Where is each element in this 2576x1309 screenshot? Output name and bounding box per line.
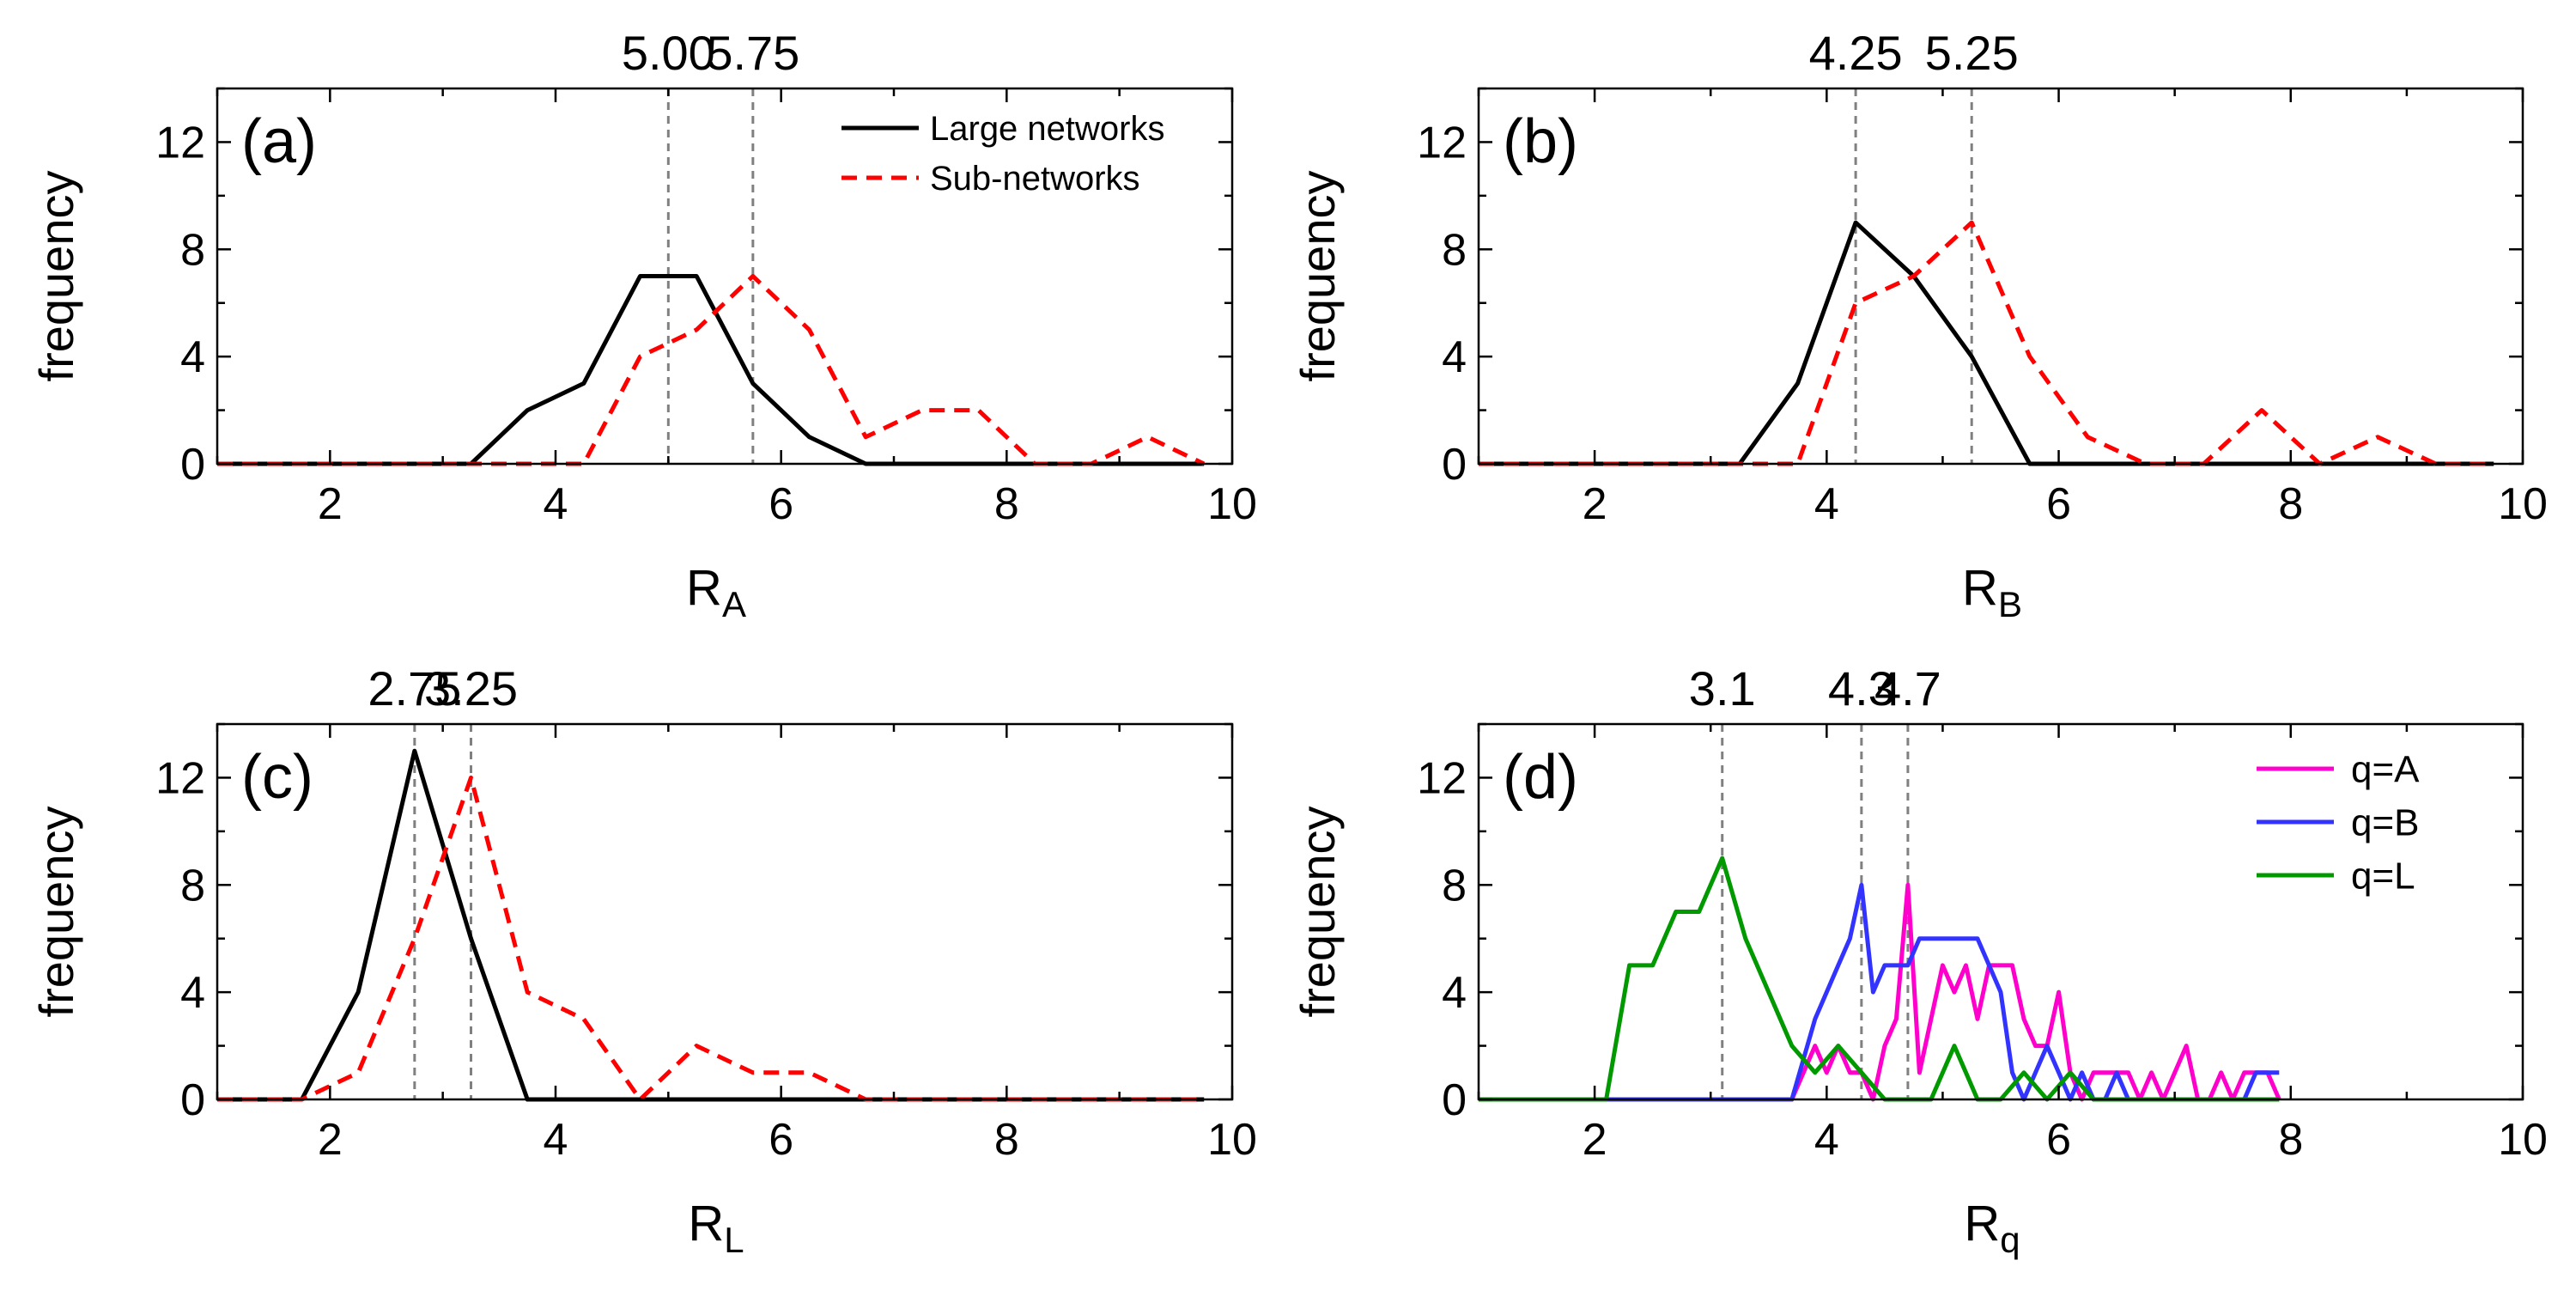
panel-c: 2.753.25 2 4 6 8 10 0 4 8 12 frequency RL (c) (29, 661, 1257, 1260)
y-tick-label-b: 12 (1417, 118, 1467, 167)
x-axis-label-c: RL (688, 1196, 744, 1260)
x-tick-label-c: 8 (994, 1115, 1019, 1165)
series-line-c-large-networks (217, 748, 1205, 1102)
y-tick-label-d: 8 (1442, 861, 1467, 910)
x-tick-label-d: 8 (2278, 1115, 2303, 1165)
reference-line-label-d-1: 4.3 (1828, 661, 1895, 715)
series-line-b-sub-networks (1479, 220, 2494, 466)
x-tick-label-b: 4 (1814, 479, 1839, 529)
x-axis-label-d: Rq (1964, 1196, 2020, 1260)
y-tick-label-b: 8 (1442, 225, 1467, 275)
x-axis-label-a: RA (686, 560, 746, 624)
legend-d: q=A q=B q=L (2257, 748, 2420, 897)
y-tick-label-a: 12 (155, 118, 205, 167)
series-line-b-large-networks (1479, 220, 2494, 466)
panel-label-a: (a) (241, 107, 317, 176)
legend-a: Large networks Sub-networks (841, 110, 1164, 198)
plot-frame-a (216, 87, 1234, 466)
panel-d: 3.1 4.34.7 2 4 6 8 10 0 4 8 12 frequency Rq (d) q=A q=B… (1291, 661, 2548, 1260)
reference-line-label-c-1: 3.25 (424, 661, 518, 715)
x-tick-label-b: 2 (1583, 479, 1607, 529)
plot-frame-b (1477, 87, 2524, 466)
x-tick-label-c: 4 (544, 1115, 568, 1165)
reference-line-label-c-0: 2.75 (368, 661, 461, 715)
x-axis-label-subscript: L (724, 1220, 744, 1260)
x-tick-label-d: 2 (1583, 1115, 1607, 1165)
x-axis-label-subscript: q (2000, 1220, 2020, 1260)
x-tick-label-a: 6 (769, 479, 793, 529)
y-tick-label-b: 0 (1442, 440, 1467, 490)
legend-label-d-2: q=L (2351, 855, 2415, 897)
x-axis-label-main: R (688, 1196, 724, 1251)
y-axis-label-a: frequency (29, 171, 83, 382)
series-line-c-sub-networks (217, 775, 1205, 1102)
y-tick-label-c: 0 (180, 1075, 205, 1125)
y-tick-label-d: 0 (1442, 1075, 1467, 1125)
y-axis-label-c: frequency (29, 807, 83, 1018)
y-tick-label-d: 4 (1442, 968, 1467, 1018)
x-tick-label-c: 10 (1207, 1115, 1257, 1165)
y-tick-label-a: 0 (180, 440, 205, 490)
x-tick-label-a: 2 (318, 479, 343, 529)
x-tick-label-c: 2 (318, 1115, 343, 1165)
x-tick-label-a: 8 (994, 479, 1019, 529)
x-tick-label-b: 8 (2278, 479, 2303, 529)
y-tick-label-c: 8 (180, 861, 205, 910)
x-axis-label-main: R (1964, 1196, 2000, 1251)
series-line-a-large-networks (217, 274, 1205, 466)
reference-line-label-b-0: 4.25 (1809, 26, 1903, 80)
x-tick-label-b: 6 (2046, 479, 2071, 529)
x-tick-label-d: 4 (1814, 1115, 1839, 1165)
y-tick-label-a: 8 (180, 225, 205, 275)
reference-line-label-a-0: 5.00 (622, 26, 715, 80)
y-tick-label-c: 4 (180, 968, 205, 1018)
x-tick-label-b: 10 (2498, 479, 2548, 529)
reference-line-label-d-2: 4.7 (1874, 661, 1941, 715)
x-axis-label-subscript: A (722, 584, 746, 624)
y-tick-label-c: 12 (155, 753, 205, 803)
legend-label-d-0: q=A (2351, 748, 2420, 790)
x-tick-label-d: 10 (2498, 1115, 2548, 1165)
plot-frame-c (216, 722, 1234, 1101)
y-axis-label-b: frequency (1291, 171, 1345, 382)
panel-label-c: (c) (241, 743, 313, 812)
x-axis-label-subscript: B (1998, 584, 2022, 624)
y-axis-label-d: frequency (1291, 807, 1345, 1018)
x-tick-label-a: 10 (1207, 479, 1257, 529)
y-tick-label-d: 12 (1417, 753, 1467, 803)
reference-line-label-a-1: 5.75 (706, 26, 799, 80)
legend-label-a-1: Sub-networks (930, 160, 1140, 198)
x-axis-label-main: R (1962, 560, 1998, 616)
panel-label-b: (b) (1503, 107, 1578, 176)
x-axis-label-main: R (686, 560, 722, 616)
x-tick-label-c: 6 (769, 1115, 793, 1165)
plot-frame-d (1477, 722, 2524, 1101)
panel-b: 4.25 5.25 2 4 6 8 10 0 4 8 12 frequency RB (b) (1291, 26, 2548, 624)
series-line-d-q-a (1479, 882, 2281, 1102)
x-tick-label-d: 6 (2046, 1115, 2071, 1165)
x-axis-label-b: RB (1962, 560, 2022, 624)
y-tick-label-a: 4 (180, 332, 205, 382)
legend-label-d-1: q=B (2351, 801, 2420, 843)
y-tick-label-b: 4 (1442, 332, 1467, 382)
reference-line-label-b-1: 5.25 (1925, 26, 2019, 80)
legend-label-a-0: Large networks (930, 110, 1164, 148)
panel-a: 5.005.75 2 4 6 8 10 0 4 8 12 frequency RA (a) Large n… (29, 26, 1257, 624)
reference-line-label-d-0: 3.1 (1689, 661, 1756, 715)
panel-label-d: (d) (1503, 743, 1578, 812)
x-tick-label-a: 4 (544, 479, 568, 529)
